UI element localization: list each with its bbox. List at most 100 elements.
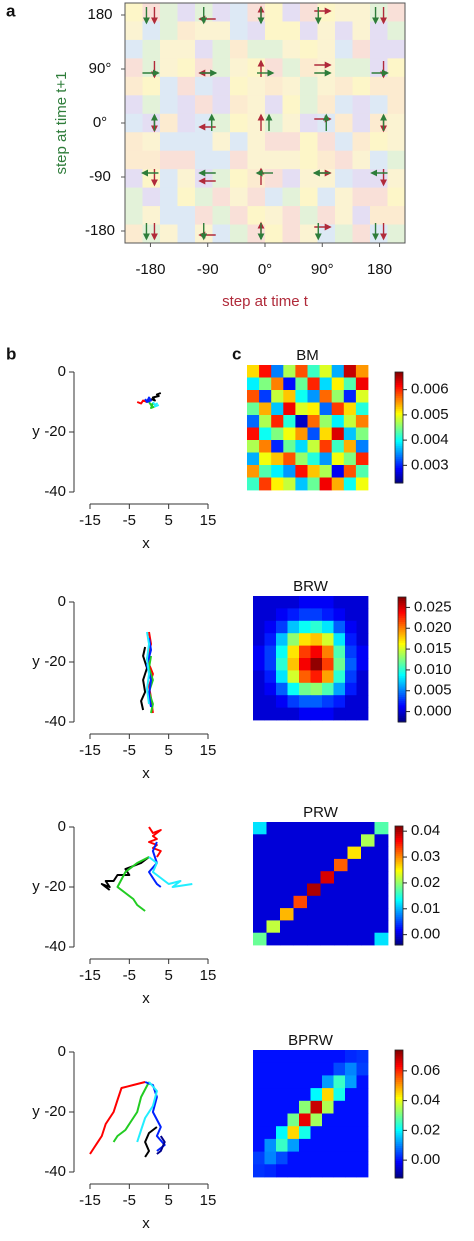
colorbar-step [395, 1056, 403, 1060]
background-cell [230, 187, 248, 207]
heat-cell [307, 908, 321, 921]
colorbar-step [398, 613, 406, 617]
heat-cell [253, 620, 265, 634]
colorbar-step [395, 1150, 403, 1153]
colorbar-step [398, 688, 406, 692]
background-cell [230, 224, 248, 244]
heat-cell [319, 452, 333, 466]
background-cell [142, 39, 161, 59]
colorbar-step [395, 891, 403, 894]
colorbar-step [395, 379, 403, 382]
colorbar-step [395, 416, 403, 419]
background-cell [125, 21, 143, 41]
x-tick-label: -15 [79, 742, 101, 759]
colorbar-step [395, 885, 403, 888]
colorbar-step [398, 676, 406, 679]
background-cell [195, 95, 213, 115]
heat-cell [355, 465, 369, 478]
colorbar-step [395, 457, 403, 460]
background-cell [160, 224, 178, 244]
heat-cell [355, 440, 369, 453]
background-cell [160, 95, 178, 115]
colorbar-step [395, 841, 403, 845]
colorbar-step [395, 425, 403, 428]
background-cell [335, 95, 353, 115]
background-cell [125, 95, 143, 115]
heat-cell [355, 415, 369, 428]
heat-cell [299, 596, 311, 609]
background-cell [387, 95, 406, 115]
heat-cell [343, 390, 357, 403]
heat-cell [259, 452, 272, 466]
heat-cell [299, 633, 311, 646]
colorbar-step [395, 929, 403, 932]
colorbar-step [398, 601, 406, 604]
heat-cell [307, 858, 321, 872]
background-cell [177, 169, 196, 189]
background-cell [125, 3, 143, 22]
trajectory [148, 856, 193, 888]
colorbar-step [395, 444, 403, 447]
colorbar-tick-label: 0.003 [411, 456, 449, 473]
colorbar-step [395, 394, 403, 397]
panel-label: b [6, 344, 16, 363]
heat-cell [322, 1088, 334, 1102]
trajectory [116, 856, 150, 912]
background-cell [142, 132, 161, 152]
background-cell [370, 206, 388, 226]
heat-cell [264, 633, 277, 646]
heat-cell [333, 670, 346, 684]
colorbar-step [395, 410, 403, 414]
colorbar-step [395, 431, 403, 434]
x-tick-label: -15 [79, 967, 101, 984]
background-cell [125, 187, 143, 207]
background-cell [282, 224, 301, 244]
colorbar-step [398, 638, 406, 642]
colorbar-step [395, 442, 403, 445]
heat-cell [361, 858, 375, 872]
background-cell [317, 187, 336, 207]
heat-cell [310, 1050, 323, 1064]
colorbar-step [398, 597, 406, 600]
colorbar-step [395, 455, 403, 458]
heat-cell [355, 402, 369, 416]
background-cell [300, 95, 318, 115]
heat-cell [280, 932, 294, 946]
colorbar-step [395, 479, 403, 482]
colorbar-step [398, 619, 406, 623]
heat-cell [295, 415, 308, 428]
heat-cell [356, 633, 369, 646]
heat-cell [295, 427, 308, 441]
colorbar-step [395, 839, 403, 843]
colorbar-step [395, 375, 403, 379]
colorbar-step [395, 867, 403, 871]
colorbar-step [395, 384, 403, 388]
heat-cell [293, 858, 308, 872]
colorbar-step [395, 1079, 403, 1083]
colorbar-step [395, 895, 403, 898]
colorbar-step [398, 717, 406, 721]
colorbar-step [395, 423, 403, 427]
heat-cell [333, 1126, 346, 1140]
heat-cell [280, 883, 294, 897]
heat-cell [283, 465, 296, 478]
y-tick-label: 0 [58, 363, 66, 380]
colorbar-step [395, 418, 403, 421]
heat-cell [310, 596, 323, 609]
colorbar-step [395, 835, 403, 839]
background-cell [352, 150, 371, 170]
heat-cell [310, 670, 323, 684]
colorbar-step [395, 863, 403, 867]
heat-cell [271, 477, 284, 491]
colorbar-step [395, 927, 403, 930]
heat-cell [264, 1113, 277, 1127]
background-cell [352, 113, 371, 133]
background-cell [125, 169, 143, 189]
colorbar-step [398, 672, 406, 675]
background-cell [160, 150, 178, 170]
background-cell [282, 95, 301, 115]
colorbar-tick-label: 0.01 [411, 900, 440, 917]
heat-cell [287, 1050, 300, 1064]
heat-cell [331, 427, 345, 441]
trajectory [89, 1081, 146, 1155]
